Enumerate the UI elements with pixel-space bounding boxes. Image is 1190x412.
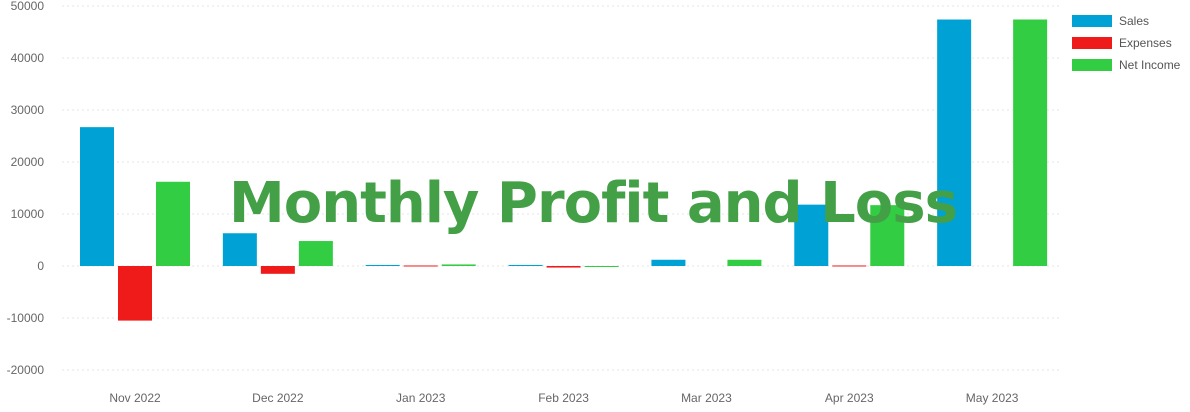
y-tick-label: 40000 — [11, 51, 45, 65]
legend-label[interactable]: Expenses — [1119, 36, 1172, 50]
x-tick-label: Nov 2022 — [109, 391, 161, 405]
grid-lines — [62, 5, 1062, 371]
x-tick-label: Dec 2022 — [252, 391, 304, 405]
bar-sales[interactable] — [651, 259, 686, 266]
bar-net-income[interactable] — [584, 266, 619, 267]
y-tick-label: 30000 — [11, 103, 45, 117]
bar-sales[interactable] — [80, 127, 114, 266]
bar-net-income[interactable] — [870, 205, 905, 266]
bar-sales[interactable] — [222, 233, 257, 266]
legend-swatch[interactable] — [1072, 15, 1112, 27]
y-tick-label: 50000 — [11, 0, 45, 13]
y-tick-label: -20000 — [7, 363, 45, 377]
legend[interactable]: Sales Expenses Net Income — [1072, 14, 1181, 72]
bar-sales[interactable] — [508, 264, 543, 266]
bar-sales[interactable] — [365, 264, 400, 266]
x-tick-label: Apr 2023 — [825, 391, 874, 405]
x-tick-label: May 2023 — [966, 391, 1019, 405]
y-tick-label: 0 — [37, 259, 44, 273]
y-tick-label: 10000 — [11, 207, 45, 221]
x-axis-labels: Nov 2022 Dec 2022 Jan 2023 Feb 2023 Mar 2023… — [109, 391, 1019, 405]
legend-label[interactable]: Sales — [1119, 14, 1149, 28]
x-tick-label: Jan 2023 — [396, 391, 446, 405]
bar-net-income[interactable] — [156, 181, 190, 266]
bar-net-income[interactable] — [441, 264, 476, 266]
bars — [80, 19, 1048, 321]
bar-net-income[interactable] — [298, 241, 333, 266]
bar-net-income[interactable] — [1013, 19, 1048, 266]
bar-expenses[interactable] — [260, 266, 295, 274]
x-tick-label: Feb 2023 — [538, 391, 589, 405]
bar-expenses[interactable] — [403, 265, 438, 267]
y-axis-labels: -20000 -10000 0 10000 20000 30000 40000 50000 — [7, 0, 45, 377]
chart-title: Monthly Profit and Loss — [229, 171, 957, 236]
y-tick-label: 20000 — [11, 155, 45, 169]
bar-expenses[interactable] — [546, 266, 581, 268]
bar-expenses[interactable] — [118, 266, 152, 321]
bar-sales[interactable] — [937, 19, 972, 266]
y-tick-label: -10000 — [7, 311, 45, 325]
x-tick-label: Mar 2023 — [681, 391, 732, 405]
bar-net-income[interactable] — [727, 259, 762, 266]
bar-sales[interactable] — [794, 204, 829, 266]
legend-swatch[interactable] — [1072, 59, 1112, 71]
bar-expenses[interactable] — [832, 265, 867, 267]
legend-swatch[interactable] — [1072, 37, 1112, 49]
legend-label[interactable]: Net Income — [1119, 58, 1181, 72]
